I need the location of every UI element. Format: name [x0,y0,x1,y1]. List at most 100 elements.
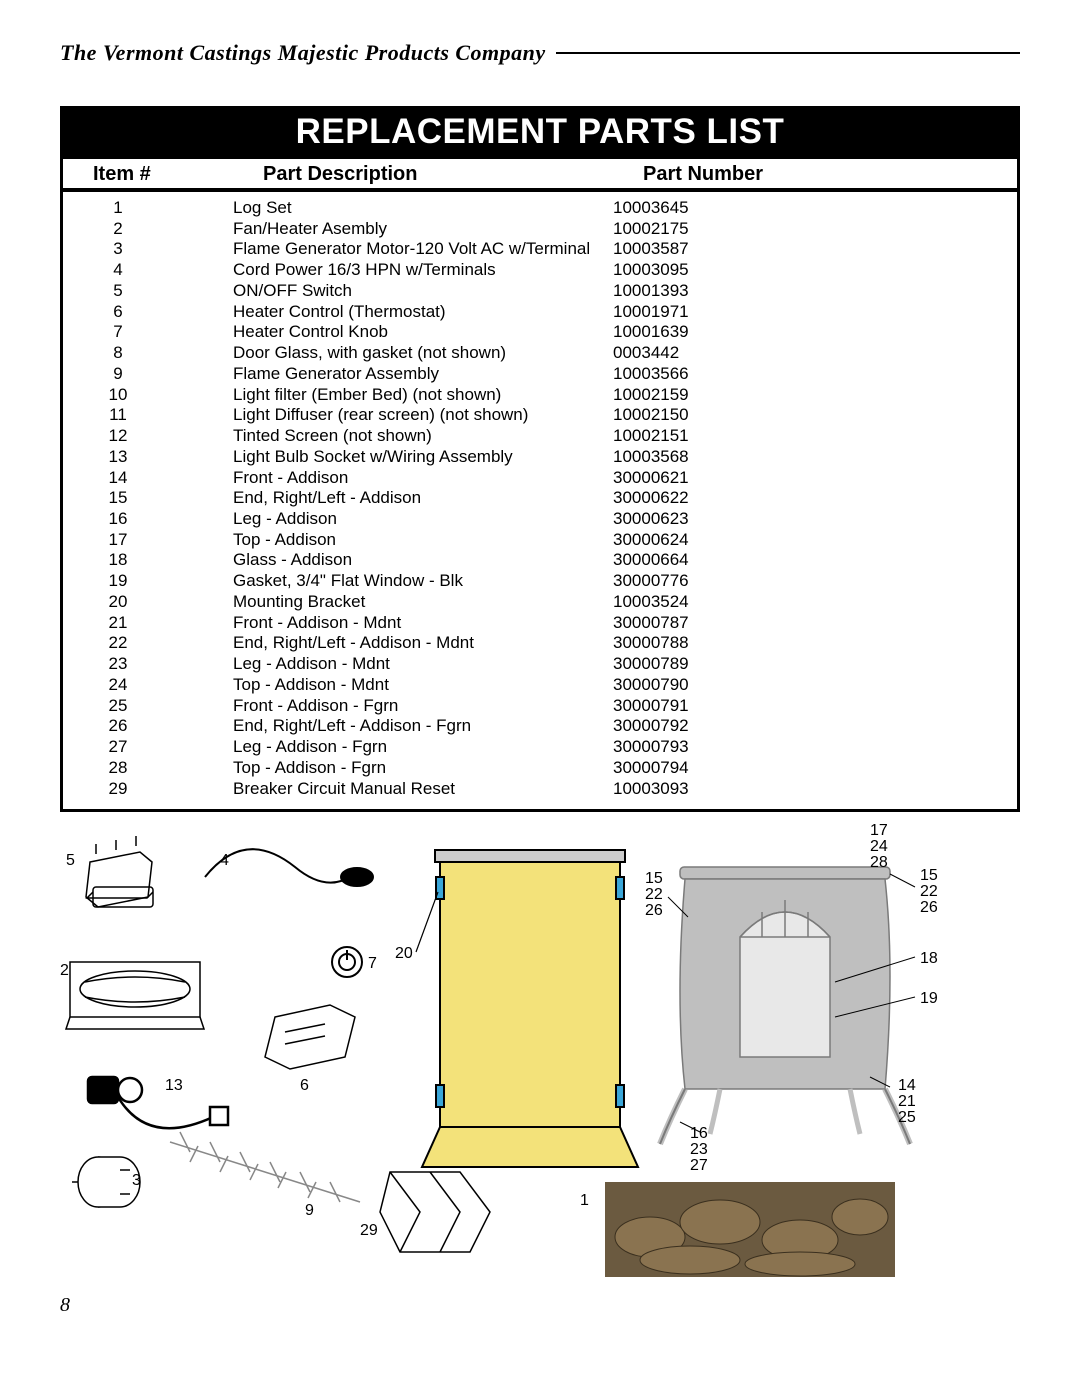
diagram-label-27: 27 [690,1157,708,1175]
table-row: 27Leg - Addison - Fgrn30000793 [63,737,1017,758]
cell-description: Mounting Bracket [233,592,613,613]
cell-description: Log Set [233,198,613,219]
diagram-label-13: 13 [165,1077,183,1095]
cell-item: 5 [63,281,233,302]
cell-description: End, Right/Left - Addison [233,488,613,509]
table-row: 8Door Glass, with gasket (not shown)0003… [63,343,1017,364]
cell-item: 9 [63,364,233,385]
cell-number: 10002150 [613,405,953,426]
table-row: 9Flame Generator Assembly10003566 [63,364,1017,385]
table-row: 17Top - Addison30000624 [63,530,1017,551]
title-text: REPLACEMENT PARTS LIST [296,112,785,151]
cell-item: 4 [63,260,233,281]
table-column-header: Item # Part Description Part Number [60,156,1020,192]
table-row: 19Gasket, 3/4" Flat Window - Blk30000776 [63,571,1017,592]
cell-item: 2 [63,219,233,240]
table-row: 26End, Right/Left - Addison - Fgrn300007… [63,716,1017,737]
diagram-label-7: 7 [368,955,377,973]
title-bar: REPLACEMENT PARTS LIST [60,106,1020,156]
table-row: 3Flame Generator Motor-120 Volt AC w/Ter… [63,239,1017,260]
cell-description: Top - Addison [233,530,613,551]
cell-item: 23 [63,654,233,675]
cell-number: 30000622 [613,488,953,509]
cell-number: 10003587 [613,239,953,260]
cell-number: 10001971 [613,302,953,323]
cell-description: Breaker Circuit Manual Reset [233,779,613,800]
diagram-label-1: 1 [580,1192,589,1210]
cell-item: 7 [63,322,233,343]
cell-description: Front - Addison - Mdnt [233,613,613,634]
cell-description: Heater Control Knob [233,322,613,343]
cell-description: Leg - Addison - Fgrn [233,737,613,758]
cell-description: Tinted Screen (not shown) [233,426,613,447]
table-row: 25Front - Addison - Fgrn30000791 [63,696,1017,717]
cell-number: 0003442 [613,343,953,364]
cell-item: 14 [63,468,233,489]
cell-number: 10001393 [613,281,953,302]
cell-number: 30000621 [613,468,953,489]
parts-diagram: 5 4 2 7 20 13 6 3 9 29 1 15 22 26 16 23 … [60,822,1020,1292]
cell-item: 20 [63,592,233,613]
table-row: 11Light Diffuser (rear screen) (not show… [63,405,1017,426]
cell-item: 19 [63,571,233,592]
cell-number: 10003568 [613,447,953,468]
cell-description: Flame Generator Motor-120 Volt AC w/Term… [233,239,613,260]
cell-description: End, Right/Left - Addison - Fgrn [233,716,613,737]
cell-number: 10003093 [613,779,953,800]
diagram-label-25: 25 [898,1109,916,1127]
cell-item: 21 [63,613,233,634]
table-row: 4Cord Power 16/3 HPN w/Terminals10003095 [63,260,1017,281]
column-number-header: Part Number [643,163,983,186]
cell-number: 30000794 [613,758,953,779]
diagram-svg [60,822,1020,1292]
diagram-label-18: 18 [920,950,938,968]
cell-number: 30000793 [613,737,953,758]
page-number: 8 [60,1294,1020,1317]
company-header: The Vermont Castings Majestic Products C… [60,40,1020,66]
column-description-header: Part Description [263,163,643,186]
cell-item: 8 [63,343,233,364]
table-row: 10Light filter (Ember Bed) (not shown)10… [63,385,1017,406]
table-row: 21Front - Addison - Mdnt30000787 [63,613,1017,634]
column-item-header: Item # [63,163,263,186]
table-row: 2Fan/Heater Asembly10002175 [63,219,1017,240]
cell-item: 28 [63,758,233,779]
cell-item: 29 [63,779,233,800]
table-row: 13Light Bulb Socket w/Wiring Assembly100… [63,447,1017,468]
diagram-label-20: 20 [395,945,413,963]
cell-description: Door Glass, with gasket (not shown) [233,343,613,364]
table-row: 1Log Set10003645 [63,198,1017,219]
table-row: 16Leg - Addison30000623 [63,509,1017,530]
cell-item: 3 [63,239,233,260]
cell-item: 24 [63,675,233,696]
cell-item: 27 [63,737,233,758]
cell-number: 10001639 [613,322,953,343]
table-row: 18Glass - Addison30000664 [63,550,1017,571]
cell-item: 25 [63,696,233,717]
table-row: 22End, Right/Left - Addison - Mdnt300007… [63,633,1017,654]
cell-number: 30000788 [613,633,953,654]
cell-number: 30000664 [613,550,953,571]
cell-description: Leg - Addison [233,509,613,530]
cell-item: 22 [63,633,233,654]
diagram-label-5: 5 [66,852,75,870]
table-row: 28Top - Addison - Fgrn30000794 [63,758,1017,779]
cell-description: Light Diffuser (rear screen) (not shown) [233,405,613,426]
cell-item: 1 [63,198,233,219]
cell-number: 30000624 [613,530,953,551]
diagram-label-3: 3 [132,1172,141,1190]
cell-number: 30000791 [613,696,953,717]
cell-description: Front - Addison - Fgrn [233,696,613,717]
cell-description: Heater Control (Thermostat) [233,302,613,323]
cell-number: 10003645 [613,198,953,219]
table-row: 29Breaker Circuit Manual Reset10003093 [63,779,1017,800]
cell-description: Flame Generator Assembly [233,364,613,385]
cell-item: 10 [63,385,233,406]
diagram-label-26b: 26 [920,899,938,917]
cell-number: 30000789 [613,654,953,675]
cell-item: 6 [63,302,233,323]
diagram-label-29: 29 [360,1222,378,1240]
cell-number: 30000790 [613,675,953,696]
cell-description: Light filter (Ember Bed) (not shown) [233,385,613,406]
cell-number: 10002159 [613,385,953,406]
